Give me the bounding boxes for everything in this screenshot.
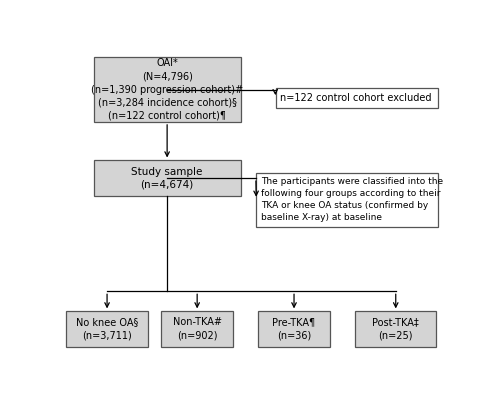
FancyBboxPatch shape [94,57,241,122]
Text: Pre-TKA¶
(n=36): Pre-TKA¶ (n=36) [272,318,316,341]
Text: No knee OA§
(n=3,711): No knee OA§ (n=3,711) [76,318,138,341]
Text: Post-TKA‡
(n=25): Post-TKA‡ (n=25) [372,318,419,341]
Text: n=122 control cohort excluded: n=122 control cohort excluded [280,93,432,103]
FancyBboxPatch shape [256,173,438,227]
Text: Study sample
(n=4,674): Study sample (n=4,674) [132,166,203,190]
Text: The participants were classified into the
following four groups according to the: The participants were classified into th… [261,178,443,222]
FancyBboxPatch shape [94,160,241,196]
FancyBboxPatch shape [66,311,148,347]
FancyBboxPatch shape [276,88,438,108]
FancyBboxPatch shape [162,311,233,347]
FancyBboxPatch shape [355,311,436,347]
Text: OAI*
(N=4,796)
(n=1,390 progression cohort)#
(n=3,284 incidence cohort)§
(n=122 : OAI* (N=4,796) (n=1,390 progression coho… [91,58,243,121]
Text: Non-TKA#
(n=902): Non-TKA# (n=902) [172,318,222,341]
FancyBboxPatch shape [258,311,330,347]
